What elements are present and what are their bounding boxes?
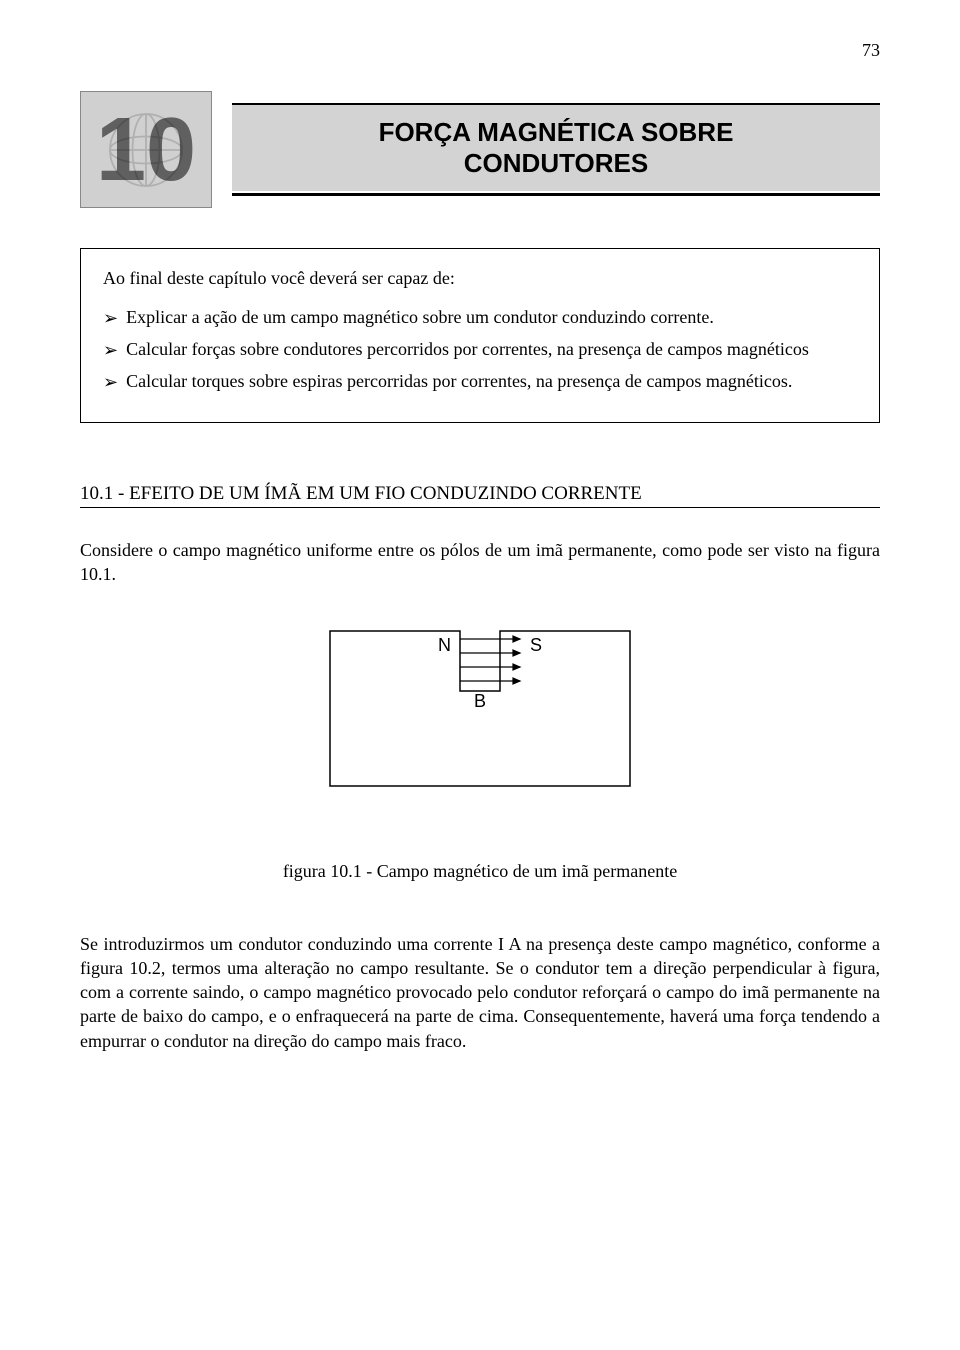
chapter-title-underline [232, 193, 880, 196]
chapter-number-box: 10 [80, 91, 212, 208]
figure-caption: figura 10.1 - Campo magnético de um imã … [283, 861, 677, 882]
chapter-header: 10 FORÇA MAGNÉTICA SOBRE CONDUTORES [80, 91, 880, 208]
page: 73 10 FORÇA MAGNÉTICA SOBRE CONDUTORES A… [0, 0, 960, 1133]
chapter-number: 10 [96, 105, 196, 195]
label-n: N [438, 635, 451, 655]
bullet-icon: ➢ [103, 305, 118, 332]
chapter-title-box: FORÇA MAGNÉTICA SOBRE CONDUTORES [232, 103, 880, 191]
list-item: ➢ Calcular torques sobre espiras percorr… [103, 368, 857, 396]
figure-10-1: N S B figura 10.1 - Campo magnético de u… [80, 611, 880, 882]
objectives-box: Ao final deste capítulo você deverá ser … [80, 248, 880, 423]
list-item: ➢ Explicar a ação de um campo magnético … [103, 304, 857, 332]
page-number: 73 [80, 40, 880, 61]
objectives-intro: Ao final deste capítulo você deverá ser … [103, 265, 857, 292]
chapter-title-wrap: FORÇA MAGNÉTICA SOBRE CONDUTORES [232, 103, 880, 196]
paragraph-1: Considere o campo magnético uniforme ent… [80, 538, 880, 587]
objective-text: Explicar a ação de um campo magnético so… [126, 304, 714, 331]
bullet-icon: ➢ [103, 337, 118, 364]
section-heading: 10.1 - EFEITO DE UM ÍMÃ EM UM FIO CONDUZ… [80, 483, 880, 508]
bullet-icon: ➢ [103, 369, 118, 396]
objectives-list: ➢ Explicar a ação de um campo magnético … [103, 304, 857, 396]
paragraph-2: Se introduzirmos um condutor conduzindo … [80, 932, 880, 1053]
list-item: ➢ Calcular forças sobre condutores perco… [103, 336, 857, 364]
objective-text: Calcular forças sobre condutores percorr… [126, 336, 809, 363]
magnet-diagram: N S B [310, 611, 650, 801]
label-b: B [474, 691, 486, 711]
chapter-title-line1: FORÇA MAGNÉTICA SOBRE [252, 117, 860, 148]
label-s: S [530, 635, 542, 655]
chapter-title-line2: CONDUTORES [252, 148, 860, 179]
objective-text: Calcular torques sobre espiras percorrid… [126, 368, 792, 395]
